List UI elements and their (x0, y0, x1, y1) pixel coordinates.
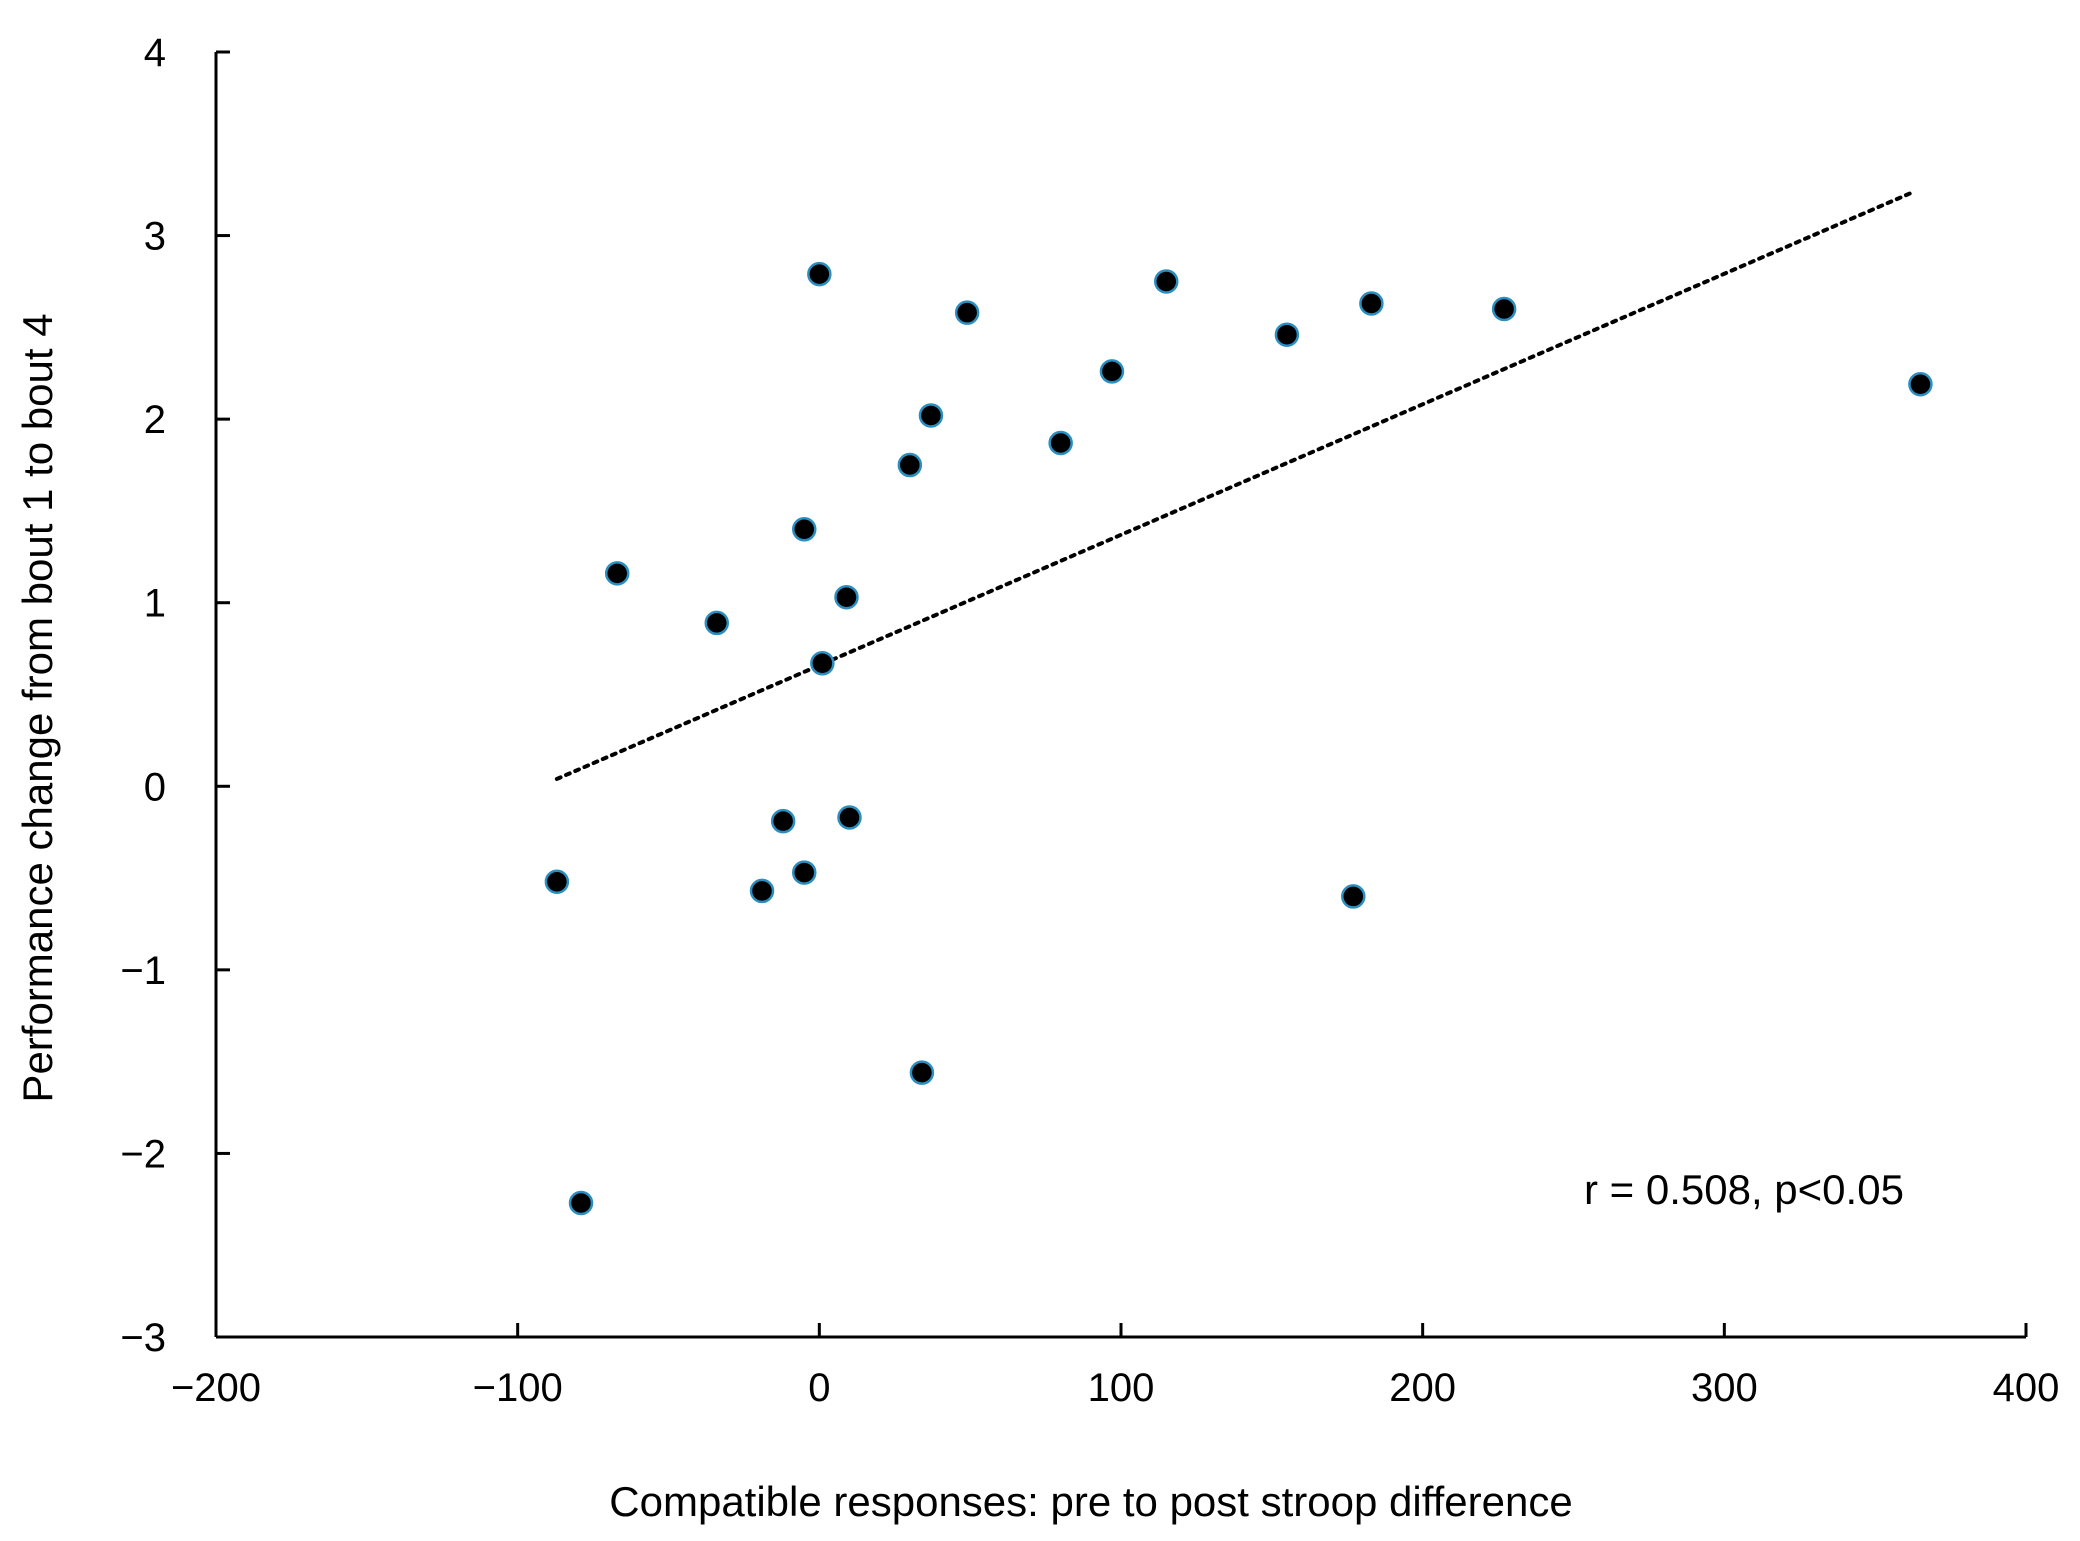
x-tick-label: 100 (1088, 1366, 1155, 1410)
data-point (792, 860, 817, 885)
data-points (544, 261, 1933, 1216)
data-point (1908, 372, 1933, 397)
data-point (770, 808, 796, 834)
data-point (1359, 291, 1384, 316)
y-tick-label: 2 (144, 398, 166, 442)
trendline-layer (554, 189, 1917, 781)
y-axis-ticks: −3 −2 −1 0 1 2 3 4 (120, 31, 230, 1360)
x-axis-title: Compatible responses: pre to post stroop… (609, 1478, 1572, 1525)
x-tick-label: −200 (171, 1366, 261, 1410)
data-point (544, 869, 570, 894)
trendline (554, 189, 1917, 781)
data-point (897, 452, 923, 478)
y-axis-title: Performance change from bout 1 to bout 4 (14, 313, 61, 1102)
plot-area (544, 189, 1933, 1216)
data-point (1048, 430, 1073, 456)
x-tick-label: −100 (473, 1366, 563, 1410)
y-tick-label: 0 (144, 765, 166, 809)
y-tick-label: −3 (120, 1316, 166, 1360)
axes: −200 −100 0 100 200 300 400 −3 −2 −1 0 1 2 3 4 (120, 31, 2059, 1410)
correlation-annotation: r = 0.508, p<0.05 (1584, 1166, 1904, 1213)
data-point (749, 878, 775, 904)
data-point (1154, 269, 1179, 294)
data-point (834, 584, 859, 610)
x-tick-label: 400 (1993, 1366, 2060, 1410)
data-point (909, 1060, 935, 1085)
x-tick-label: 300 (1691, 1366, 1758, 1410)
data-point (807, 261, 832, 287)
y-tick-label: −2 (120, 1132, 166, 1176)
data-point (810, 651, 835, 676)
x-tick-label: 0 (808, 1366, 830, 1410)
y-tick-label: −1 (120, 949, 166, 993)
data-point (1274, 322, 1300, 347)
data-point (918, 403, 944, 428)
data-point (954, 300, 980, 325)
data-point (1341, 884, 1366, 909)
data-point (704, 610, 730, 636)
y-tick-label: 3 (144, 215, 166, 259)
y-tick-label: 1 (144, 582, 166, 626)
data-point (837, 805, 862, 830)
data-point (792, 517, 817, 542)
x-tick-label: 200 (1389, 1366, 1456, 1410)
data-point (1099, 359, 1125, 384)
x-axis-ticks: −200 −100 0 100 200 300 400 (171, 1323, 2059, 1410)
data-point (604, 561, 630, 586)
data-point (1491, 296, 1517, 322)
y-tick-label: 4 (144, 31, 166, 75)
data-point (568, 1190, 594, 1216)
